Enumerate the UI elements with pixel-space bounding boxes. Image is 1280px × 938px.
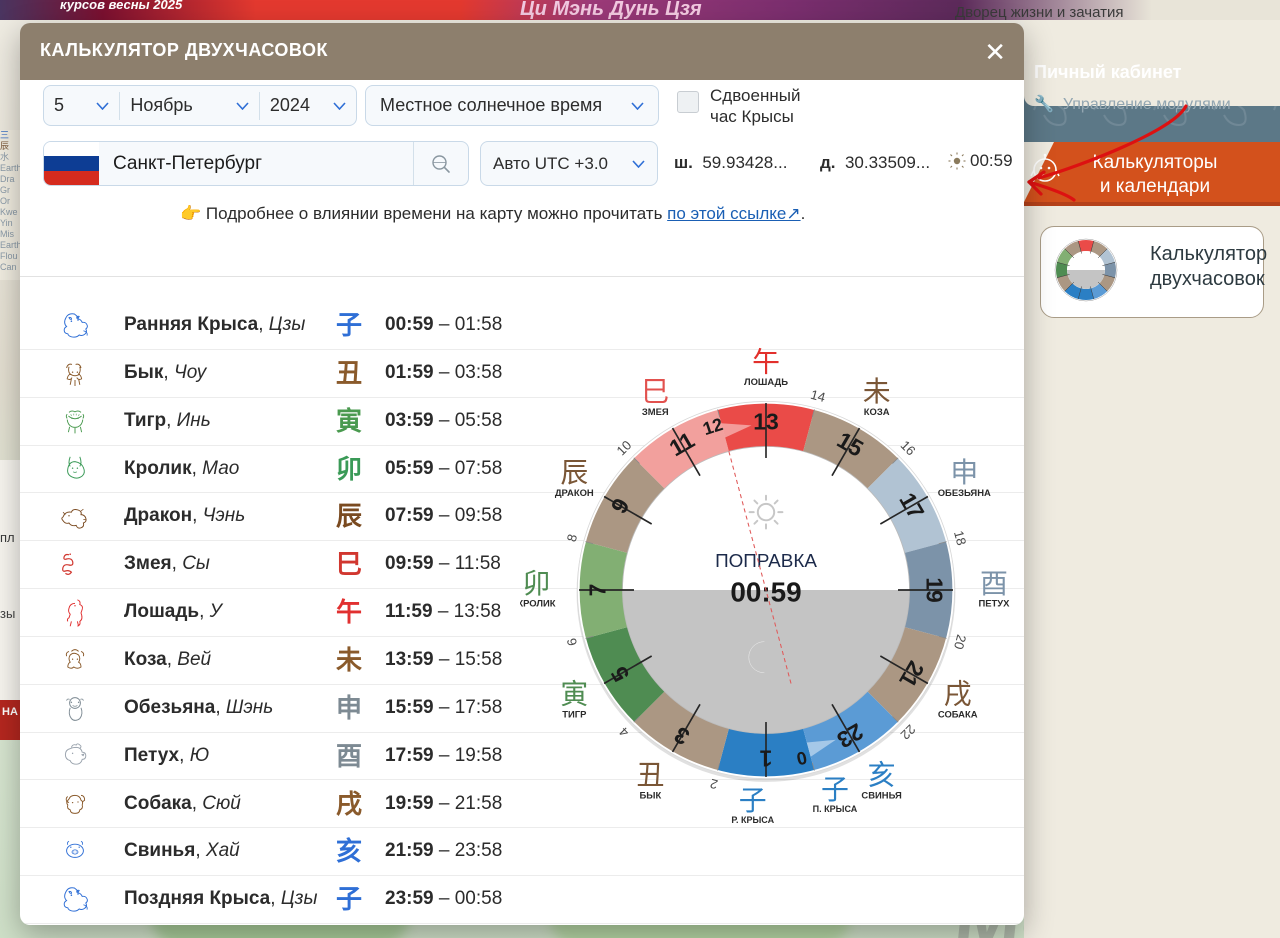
svg-text:20: 20 <box>951 633 969 651</box>
svg-text:16: 16 <box>898 437 919 458</box>
svg-text:2: 2 <box>709 776 720 792</box>
svg-text:子: 子 <box>739 785 767 816</box>
svg-text:БЫК: БЫК <box>640 789 662 800</box>
svg-text:00:59: 00:59 <box>730 576 801 607</box>
svg-text:未: 未 <box>863 376 891 407</box>
svg-text:10: 10 <box>613 437 634 458</box>
svg-text:КРОЛИК: КРОЛИК <box>520 598 556 609</box>
svg-text:ЗМЕЯ: ЗМЕЯ <box>642 406 669 417</box>
svg-text:辰: 辰 <box>560 457 588 488</box>
svg-text:КОЗА: КОЗА <box>864 406 890 417</box>
svg-text:Р. КРЫСА: Р. КРЫСА <box>731 815 774 825</box>
svg-text:亥: 亥 <box>868 760 896 791</box>
svg-text:丑: 丑 <box>636 760 664 791</box>
svg-text:14: 14 <box>809 387 827 405</box>
svg-text:ТИГР: ТИГР <box>562 708 586 719</box>
svg-text:13: 13 <box>753 408 779 434</box>
svg-text:酉: 酉 <box>980 568 1008 599</box>
svg-text:7: 7 <box>584 584 610 597</box>
svg-text:СОБАКА: СОБАКА <box>938 708 978 719</box>
svg-text:申: 申 <box>950 457 978 488</box>
svg-text:午: 午 <box>752 347 780 378</box>
svg-text:戌: 戌 <box>944 679 972 710</box>
svg-text:ОБЕЗЬЯНА: ОБЕЗЬЯНА <box>938 487 991 498</box>
svg-text:ПОПРАВКА: ПОПРАВКА <box>715 550 817 571</box>
svg-text:ДРАКОН: ДРАКОН <box>555 487 594 498</box>
svg-text:П. КРЫСА: П. КРЫСА <box>813 804 858 814</box>
svg-text:СВИНЬЯ: СВИНЬЯ <box>861 789 902 800</box>
svg-text:18: 18 <box>951 529 969 547</box>
svg-text:ПЕТУХ: ПЕТУХ <box>978 598 1010 609</box>
svg-text:8: 8 <box>564 533 580 544</box>
svg-text:ЛОШАДЬ: ЛОШАДЬ <box>744 376 788 387</box>
svg-text:子: 子 <box>821 774 849 805</box>
svg-text:寅: 寅 <box>560 679 588 710</box>
svg-text:1: 1 <box>759 746 772 772</box>
svg-text:6: 6 <box>564 637 580 648</box>
svg-text:卯: 卯 <box>522 568 550 599</box>
svg-text:4: 4 <box>616 724 632 740</box>
svg-text:19: 19 <box>922 577 948 603</box>
svg-text:巳: 巳 <box>641 376 669 407</box>
